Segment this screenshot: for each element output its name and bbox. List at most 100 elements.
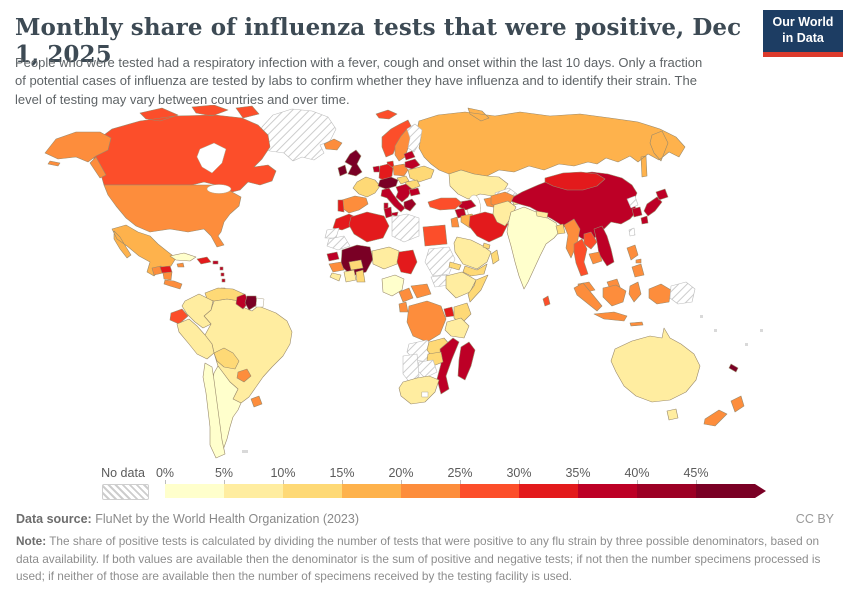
country-philippines[interactable] [626,244,645,278]
country-gabon-congo[interactable] [398,301,409,313]
country-north-korea[interactable] [626,195,639,209]
country-ecuador[interactable] [169,308,189,325]
country-alaska[interactable] [44,131,112,179]
country-australia[interactable] [610,327,701,421]
country-caucasus[interactable] [458,199,477,211]
country-france[interactable] [352,176,381,198]
country-costa-rica-panama[interactable] [163,279,183,290]
country-nepal[interactable] [535,210,549,219]
country-baltics[interactable] [403,150,416,161]
country-portugal[interactable] [337,199,345,213]
country-low-countries[interactable] [372,165,381,173]
country-tanzania[interactable] [444,317,470,339]
country-indonesia[interactable] [573,281,672,327]
country-guyana[interactable] [235,293,250,310]
country-alpine-europe[interactable] [377,176,399,190]
country-nigeria[interactable] [381,274,405,297]
country-yemen[interactable] [462,263,488,277]
country-drc[interactable] [406,300,447,343]
country-russia[interactable] [416,107,686,178]
country-thailand[interactable] [573,238,589,277]
country-papua-new-guinea[interactable] [669,281,696,305]
country-car[interactable] [410,283,432,299]
country-poland[interactable] [392,163,409,177]
legend-colorbar[interactable] [165,484,755,498]
country-iceland[interactable] [323,138,343,151]
country-ireland[interactable] [337,164,348,177]
country-south-africa[interactable] [398,375,440,405]
country-bulgaria[interactable] [408,187,421,197]
legend-segment-0-5%[interactable] [165,484,224,498]
country-bolivia[interactable] [213,347,240,370]
country-suriname[interactable] [244,295,258,311]
country-south-korea[interactable] [631,206,643,218]
country-chad[interactable] [396,249,418,275]
country-oman[interactable] [490,249,500,265]
country-algeria[interactable] [348,211,390,243]
country-hispaniola[interactable] [196,256,212,265]
country-israel-jordan[interactable] [450,216,460,228]
country-puerto-rico[interactable] [212,260,219,265]
country-western-sahara[interactable] [324,227,340,239]
legend-segment-15-20%[interactable] [342,484,401,498]
country-turkey[interactable] [427,197,463,211]
country-japan[interactable] [640,188,669,225]
country-burkina-faso[interactable] [348,259,364,271]
country-svalbard[interactable] [375,109,398,120]
country-laos[interactable] [583,231,598,250]
country-saudi-arabia[interactable] [453,236,492,270]
owid-logo[interactable]: Our World in Data [763,10,843,58]
country-chile[interactable] [202,362,226,459]
country-canada[interactable] [91,105,277,194]
legend-segment-25-30%[interactable] [460,484,519,498]
country-madagascar[interactable] [457,341,476,381]
country-mozambique[interactable] [436,337,460,395]
country-vietnam[interactable] [593,225,615,267]
country-mongolia[interactable] [544,171,606,191]
legend-segment-5-10%[interactable] [224,484,283,498]
country-finland[interactable] [406,123,423,153]
country-united-kingdom[interactable] [344,149,363,177]
country-mauritania[interactable] [326,235,351,251]
country-pakistan[interactable] [492,200,517,227]
country-cameroon[interactable] [398,287,414,303]
country-libya[interactable] [391,213,420,243]
country-new-zealand[interactable] [703,395,745,427]
country-paraguay[interactable] [236,368,252,383]
country-belarus[interactable] [404,158,421,170]
country-jamaica[interactable] [176,262,185,268]
country-nicaragua[interactable] [162,271,173,281]
country-ghana[interactable] [355,269,366,283]
legend-segment-30-35%[interactable] [519,484,578,498]
country-uruguay[interactable] [250,395,263,408]
country-greenland[interactable] [257,108,337,162]
world-choropleth-map[interactable] [0,105,850,460]
country-ivory-coast[interactable] [343,269,357,283]
country-united-states[interactable] [103,184,242,248]
country-eritrea-djibouti[interactable] [448,261,462,271]
country-tunisia[interactable] [383,206,393,219]
country-spain[interactable] [341,195,369,214]
country-egypt[interactable] [422,224,448,247]
country-uganda[interactable] [443,306,455,318]
legend-segment-20-25%[interactable] [401,484,460,498]
country-cambodia[interactable] [588,251,603,265]
country-germany[interactable] [378,163,394,182]
legend-segment-45%+[interactable] [696,484,755,498]
country-cuba[interactable] [169,252,197,262]
country-new-caledonia[interactable] [728,363,739,373]
country-taiwan[interactable] [628,227,636,237]
country-lesser-antilles[interactable] [219,266,226,283]
country-somalia[interactable] [467,274,489,303]
country-botswana[interactable] [416,359,438,379]
legend-segment-35-40%[interactable] [578,484,637,498]
country-ukraine[interactable] [407,165,435,183]
country-niger[interactable] [371,246,400,270]
legend-no-data-swatch[interactable] [102,484,149,500]
country-bangladesh[interactable] [555,223,566,235]
country-sri-lanka[interactable] [542,295,551,307]
country-guinea[interactable] [328,261,345,273]
country-sudan[interactable] [424,246,456,277]
license-link[interactable]: CC BY [795,512,834,526]
country-sierra-leone-liberia[interactable] [329,272,342,282]
